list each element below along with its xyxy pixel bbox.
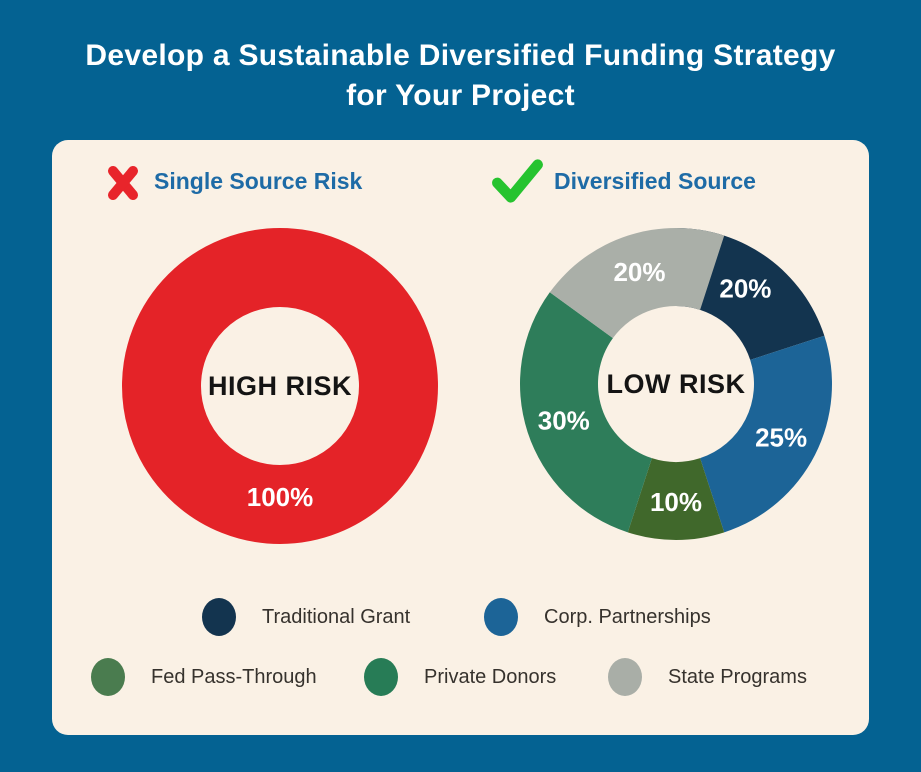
single-source-label: Single Source Risk	[154, 167, 363, 194]
page-title: Develop a Sustainable Diversified Fundin…	[85, 39, 836, 112]
legend-label: Private Donors	[424, 665, 557, 688]
single-source-header: Single Source Risk	[105, 158, 362, 204]
diversified-source-label: Diversified Source	[554, 167, 756, 194]
content-card: Single Source Risk Diversified Source 10…	[52, 140, 869, 735]
legend-item-fed-pass-through: Fed Pass-Through	[91, 658, 317, 696]
slice-percentage-label: 20%	[613, 257, 665, 287]
legend-dot-fed-pass-through	[91, 658, 125, 696]
slice-percentage-label: 10%	[650, 487, 702, 517]
legend-item-state-programs: State Programs	[608, 658, 807, 696]
low-risk-center-label: LOW RISK	[606, 369, 746, 399]
donut-slice	[520, 292, 652, 533]
slice-percentage-label: 20%	[719, 274, 771, 304]
donut-slice	[122, 228, 438, 544]
x-mark-icon	[108, 166, 138, 200]
low-risk-donut-chart: 20% 25% 10% 30% 20%	[520, 228, 832, 540]
high-risk-center-label: HIGH RISK	[207, 371, 352, 401]
slice-percentage-label: 25%	[755, 423, 807, 453]
donut-slice	[700, 335, 832, 533]
legend-dot-state-programs	[608, 658, 642, 696]
legend-dot-private-donors	[364, 658, 398, 696]
legend-item-private-donors: Private Donors	[364, 658, 556, 696]
diversified-source-header: Diversified Source	[490, 158, 756, 204]
check-mark-icon	[492, 159, 543, 203]
legend-label: Corp. Partnerships	[544, 605, 711, 628]
legend-dot-corp-partnerships	[484, 598, 518, 636]
legend-label: State Programs	[668, 665, 807, 688]
legend-label: Traditional Grant	[262, 605, 411, 628]
legend-dot-traditional-grant	[202, 598, 236, 636]
legend-item-corp-partnerships: Corp. Partnerships	[484, 598, 711, 636]
legend-label: Fed Pass-Through	[151, 665, 317, 688]
donut-slice	[549, 228, 725, 339]
donut-slice	[627, 458, 725, 540]
slice-percentage-label: 30%	[538, 406, 590, 436]
legend-item-traditional-grant: Traditional Grant	[202, 598, 410, 636]
high-risk-donut-chart: 100%	[122, 228, 438, 544]
slice-percentage-label: 100%	[247, 482, 314, 512]
